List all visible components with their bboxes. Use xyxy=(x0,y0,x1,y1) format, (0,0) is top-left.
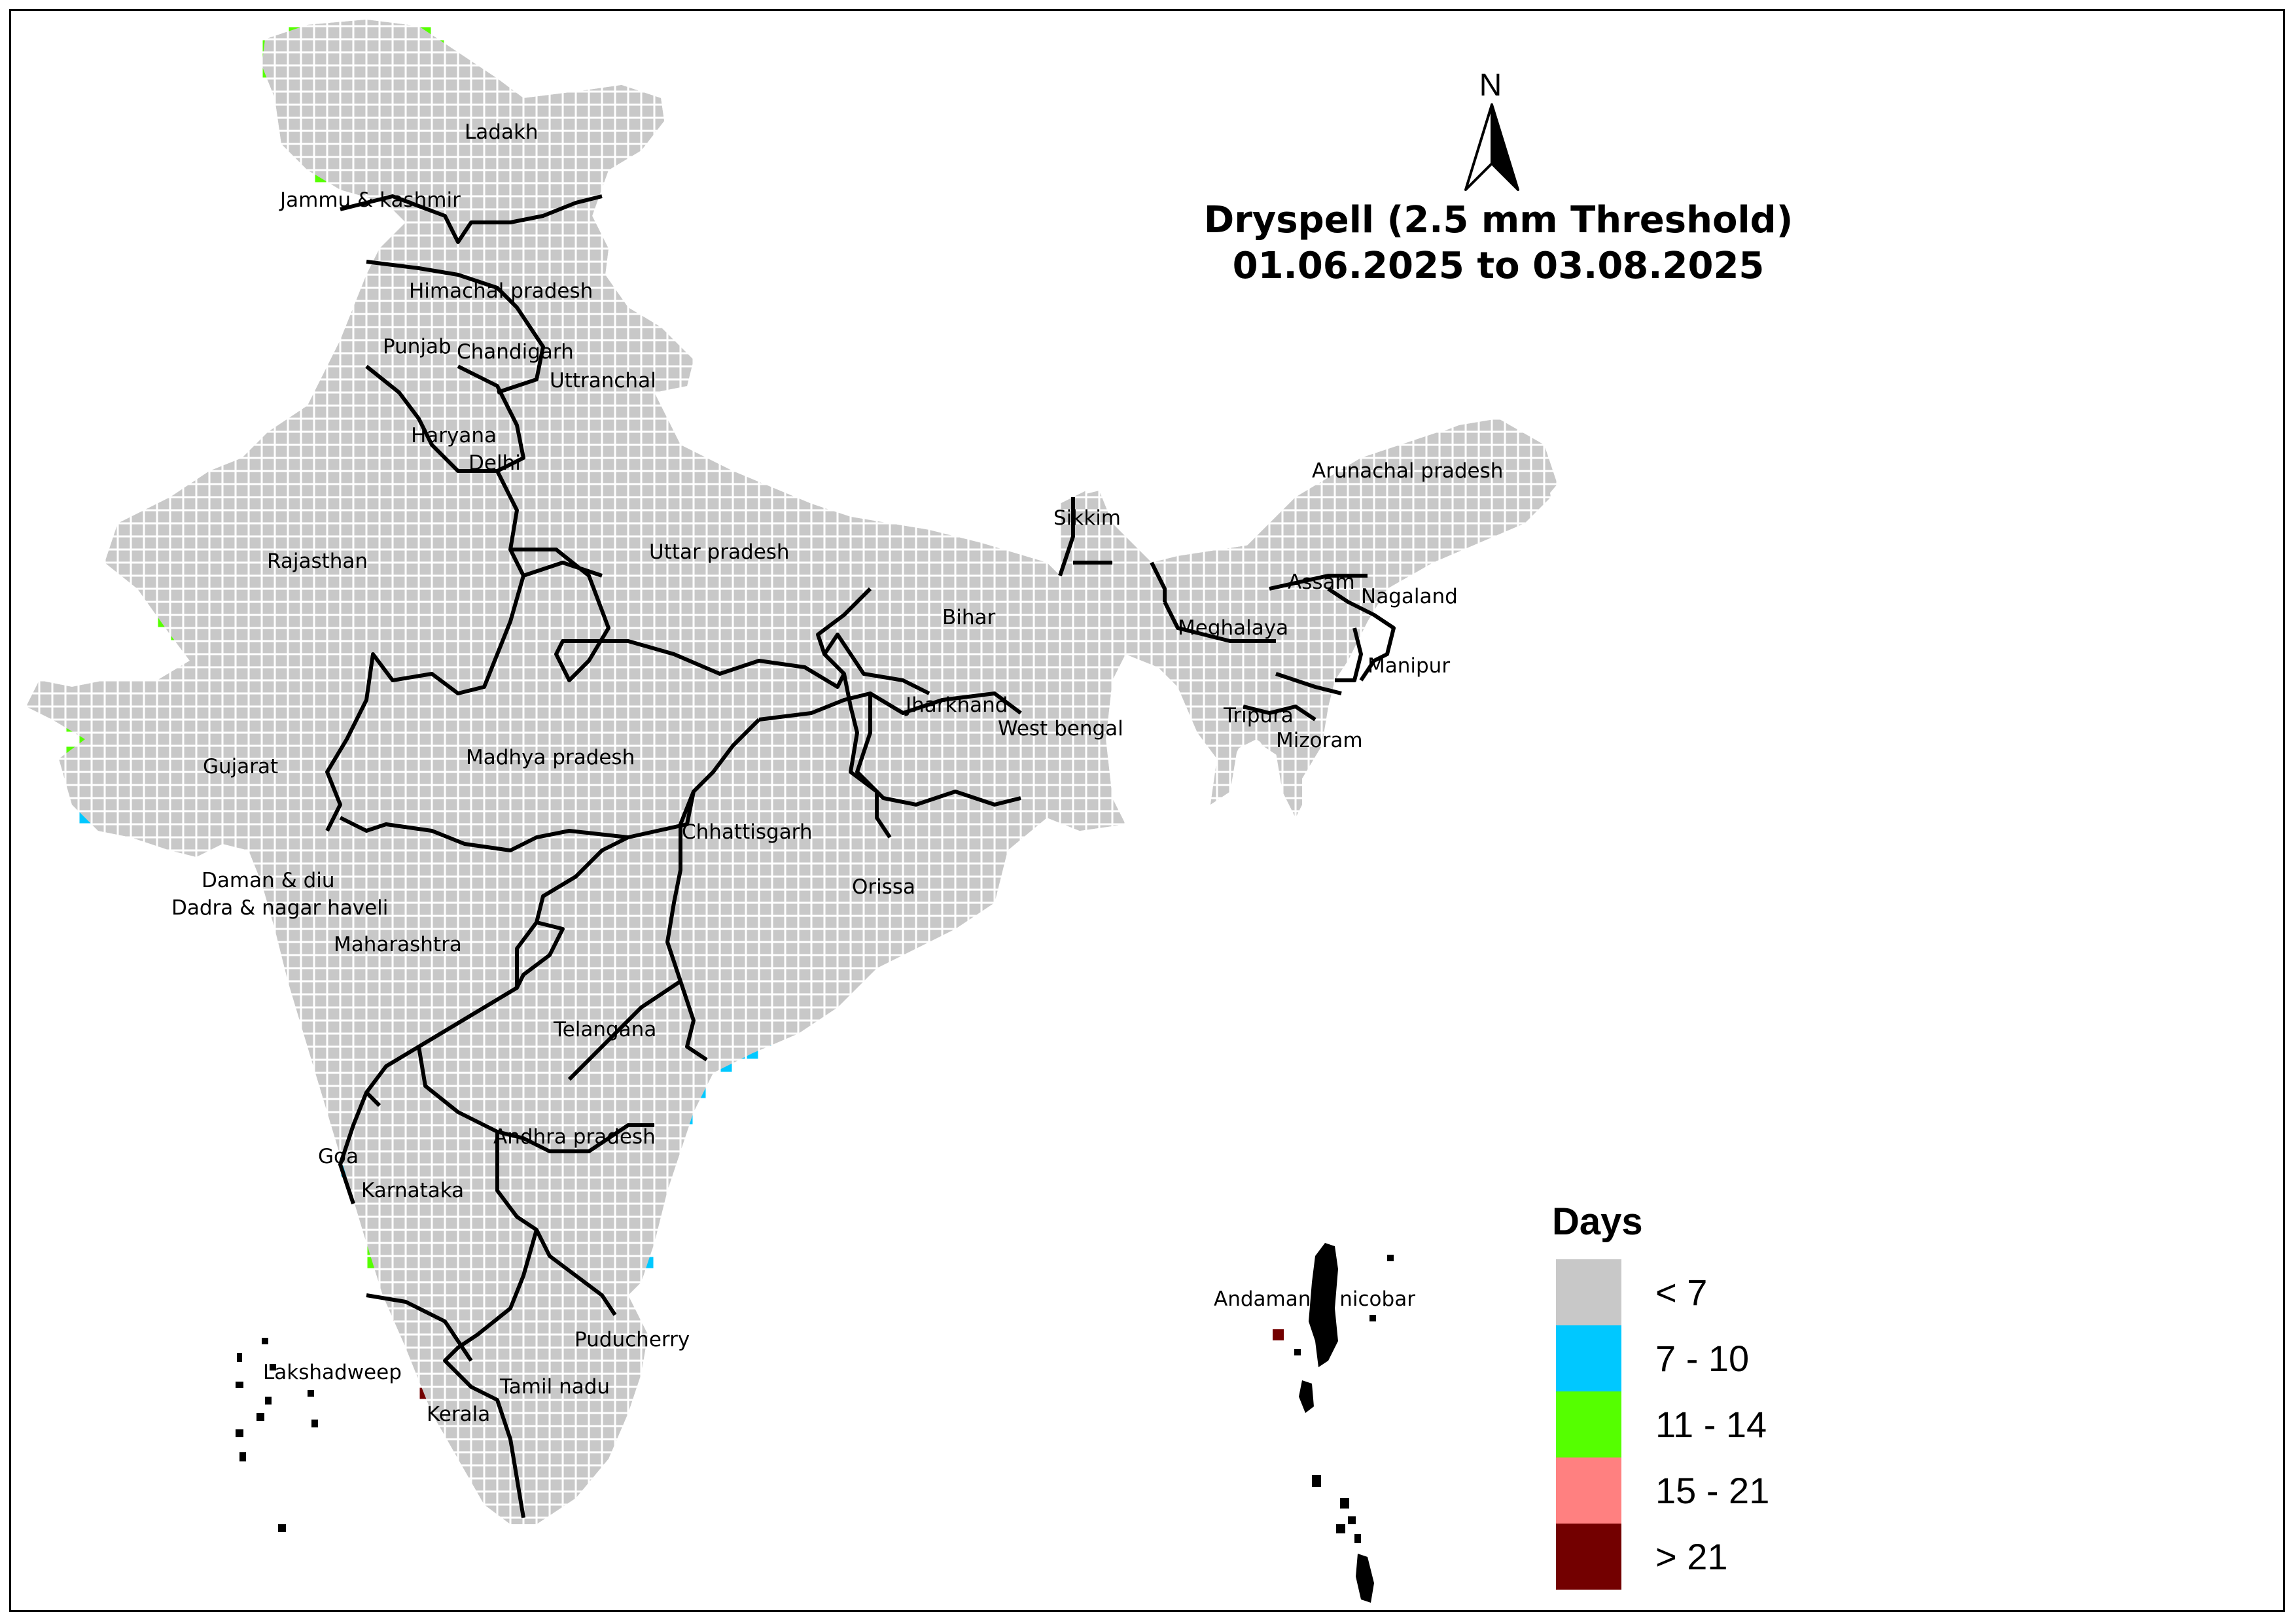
label-karnataka: Karnataka xyxy=(361,1179,464,1202)
label-mizoram: Mizoram xyxy=(1276,729,1363,752)
label-ladakh: Ladakh xyxy=(465,120,539,144)
legend-label-d15_21: 15 - 21 xyxy=(1655,1470,1769,1511)
label-himachal-pradesh: Himachal pradesh xyxy=(409,279,593,303)
north-label: N xyxy=(1479,68,1502,103)
label-sikkim: Sikkim xyxy=(1053,506,1121,530)
legend-swatch-d7_10 xyxy=(1556,1325,1621,1391)
legend-swatch-d11_14 xyxy=(1556,1391,1621,1457)
legend-swatch-lt7 xyxy=(1556,1259,1621,1325)
map-title: Dryspell (2.5 mm Threshold) 01.06.2025 t… xyxy=(1204,199,1793,287)
lakshadweep-islands xyxy=(236,1338,318,1532)
label-daman-diu: Daman & diu xyxy=(202,869,335,892)
state-labels: Ladakh Jammu & kashmir Himachal pradesh … xyxy=(171,120,1503,1426)
label-orissa: Orissa xyxy=(852,875,915,899)
label-nagaland: Nagaland xyxy=(1361,585,1458,608)
label-jharkhand: Jharkhand xyxy=(904,693,1008,717)
legend-label-d11_14: 11 - 14 xyxy=(1655,1404,1767,1445)
label-gujarat: Gujarat xyxy=(203,755,278,778)
label-goa: Goa xyxy=(318,1145,359,1168)
andaman-cell-gt21 xyxy=(1273,1329,1284,1340)
label-assam: Assam xyxy=(1288,570,1355,594)
label-meghalaya: Meghalaya xyxy=(1178,616,1288,640)
label-andaman-nicobar: Andaman & nicobar xyxy=(1214,1287,1415,1311)
legend-title: Days xyxy=(1552,1200,1643,1243)
label-bihar: Bihar xyxy=(942,606,996,629)
label-punjab: Punjab xyxy=(383,335,451,358)
legend: Days < 7 7 - 10 11 - 14 15 - 21 > 21 xyxy=(1552,1200,1769,1590)
label-delhi: Delhi xyxy=(468,451,521,475)
state-boundaries xyxy=(26,20,1557,1524)
legend-swatch-d15_21 xyxy=(1556,1457,1621,1524)
label-tripura: Tripura xyxy=(1223,704,1294,727)
north-arrow-icon: N xyxy=(1464,68,1519,191)
label-chhattisgarh: Chhattisgarh xyxy=(682,820,813,844)
label-madhya-pradesh: Madhya pradesh xyxy=(466,746,635,769)
label-manipur: Manipur xyxy=(1368,654,1450,678)
label-tamil-nadu: Tamil nadu xyxy=(499,1375,610,1399)
label-uttranchal: Uttranchal xyxy=(550,369,656,393)
label-haryana: Haryana xyxy=(411,424,497,447)
legend-swatch-gt21 xyxy=(1556,1524,1621,1590)
label-telangana: Telangana xyxy=(553,1018,656,1041)
label-andhra-pradesh: Andhra pradesh xyxy=(493,1125,656,1149)
title-line-2: 01.06.2025 to 03.08.2025 xyxy=(1233,245,1765,287)
legend-label-d7_10: 7 - 10 xyxy=(1655,1338,1749,1379)
label-chandigarh: Chandigarh xyxy=(457,340,574,364)
label-arunachal-pradesh: Arunachal pradesh xyxy=(1312,459,1503,483)
label-lakshadweep: Lakshadweep xyxy=(263,1361,402,1384)
title-line-1: Dryspell (2.5 mm Threshold) xyxy=(1204,199,1793,241)
label-kerala: Kerala xyxy=(427,1403,490,1426)
legend-label-gt21: > 21 xyxy=(1655,1536,1728,1577)
label-uttar-pradesh: Uttar pradesh xyxy=(649,540,790,564)
andaman-nicobar-islands xyxy=(1294,1243,1394,1603)
label-rajasthan: Rajasthan xyxy=(267,550,368,573)
label-jammu-kashmir: Jammu & kashmir xyxy=(279,188,461,212)
label-west-bengal: West bengal xyxy=(998,717,1123,741)
label-maharashtra: Maharashtra xyxy=(334,933,462,956)
legend-label-lt7: < 7 xyxy=(1655,1272,1707,1313)
label-dadra-nagar-haveli: Dadra & nagar haveli xyxy=(171,896,388,920)
label-puducherry: Puducherry xyxy=(574,1328,690,1352)
